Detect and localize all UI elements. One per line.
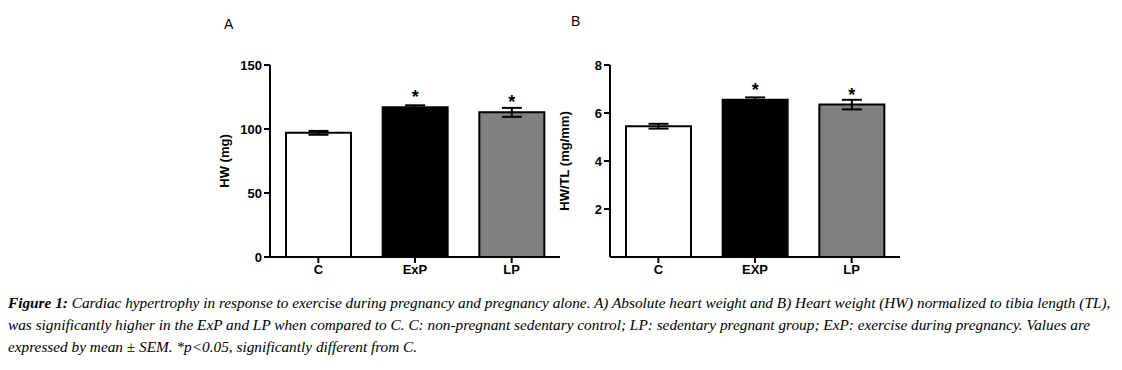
svg-text:EXP: EXP — [742, 262, 768, 277]
svg-text:LP: LP — [503, 262, 520, 277]
svg-text:50: 50 — [248, 186, 262, 201]
svg-text:*: * — [508, 92, 515, 112]
html-text:B: B — [571, 13, 581, 29]
html-text:A: A — [224, 16, 234, 32]
svg-text:*: * — [752, 80, 759, 100]
svg-text:ExP: ExP — [403, 262, 428, 277]
svg-text:0: 0 — [255, 250, 262, 265]
svg-text:8: 8 — [595, 58, 602, 73]
svg-text:HW (mg): HW (mg) — [217, 134, 232, 187]
svg-text:150: 150 — [240, 58, 262, 73]
svg-text:C: C — [654, 262, 664, 277]
svg-text:*: * — [412, 87, 419, 107]
html-text:Figure 1: Cardiac hypertrophy: Figure 1: Cardiac hypertrophy in respons… — [8, 294, 1111, 355]
svg-text:C: C — [314, 262, 324, 277]
svg-text:100: 100 — [240, 122, 262, 137]
svg-text:HW/TL (mg/mm): HW/TL (mg/mm) — [557, 111, 572, 210]
svg-text:6: 6 — [595, 106, 602, 121]
svg-text:2: 2 — [595, 202, 602, 217]
svg-text:4: 4 — [595, 154, 603, 169]
svg-text:LP: LP — [843, 262, 860, 277]
svg-text:*: * — [848, 85, 855, 105]
